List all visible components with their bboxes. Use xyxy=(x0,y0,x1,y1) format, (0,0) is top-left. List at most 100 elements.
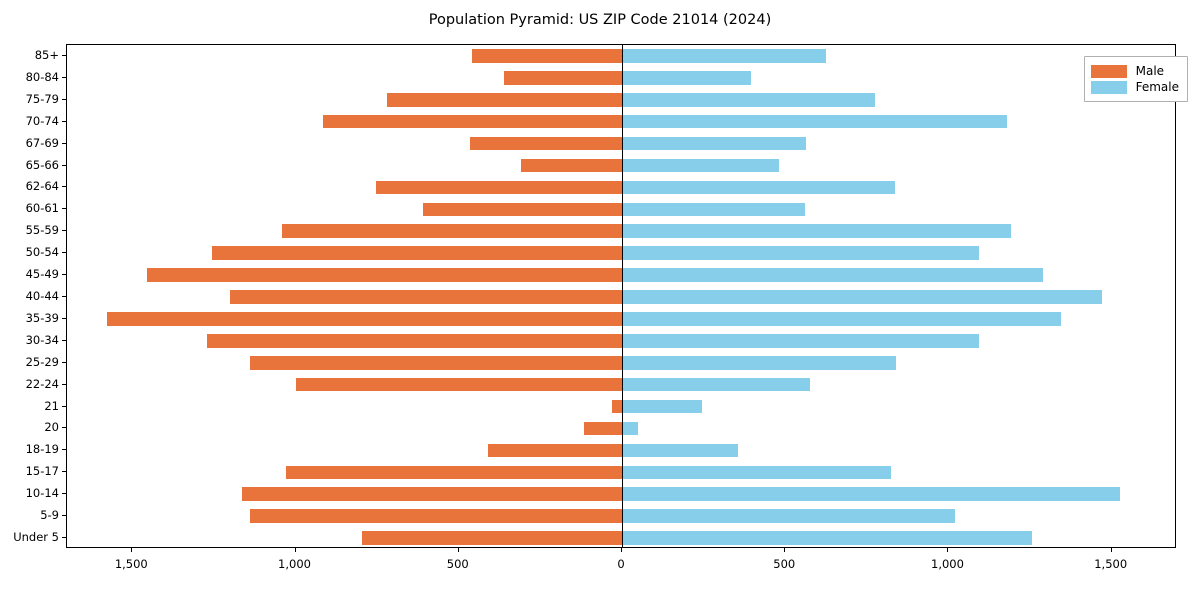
y-axis-tick xyxy=(62,164,66,166)
bar-male xyxy=(323,114,622,129)
x-axis-label: 500 xyxy=(773,557,796,571)
legend-label: Male xyxy=(1135,64,1165,78)
pyramid-row xyxy=(67,92,1175,107)
y-axis-label: 50-54 xyxy=(25,245,59,260)
pyramid-row xyxy=(67,443,1175,458)
y-axis-tick xyxy=(62,317,66,319)
y-axis-tick xyxy=(62,493,66,495)
pyramid-row xyxy=(67,180,1175,195)
y-axis-label: 85+ xyxy=(34,47,59,62)
bar-male xyxy=(282,224,622,239)
bar-male xyxy=(230,290,622,304)
bar-female xyxy=(622,202,805,217)
x-axis-label: 1,000 xyxy=(278,557,311,571)
bar-male xyxy=(612,399,622,414)
bar-female xyxy=(622,355,897,370)
y-axis-tick xyxy=(62,537,66,539)
y-axis-label: 65-66 xyxy=(25,157,59,172)
bar-female xyxy=(622,465,891,480)
y-axis-tick xyxy=(62,186,66,188)
y-axis-label: 60-61 xyxy=(25,201,59,216)
pyramid-row xyxy=(67,268,1175,282)
zero-axis-line xyxy=(622,45,624,547)
y-axis-label: 10-14 xyxy=(25,486,59,501)
y-axis-tick xyxy=(62,427,66,429)
bar-female xyxy=(622,509,955,523)
y-axis-label: 70-74 xyxy=(25,113,59,128)
pyramid-row xyxy=(67,136,1175,151)
y-axis-tick xyxy=(62,383,66,385)
bar-male xyxy=(584,421,622,436)
bar-male xyxy=(362,531,622,545)
y-axis-tick xyxy=(62,274,66,276)
pyramid-row xyxy=(67,421,1175,436)
legend-label: Female xyxy=(1135,80,1179,94)
y-axis-tick xyxy=(62,515,66,517)
y-axis-label: 22-24 xyxy=(25,376,59,391)
bar-male xyxy=(295,377,622,392)
pyramid-row xyxy=(67,202,1175,217)
chart-legend: Male Female xyxy=(1083,56,1188,102)
bar-male xyxy=(471,49,622,63)
bar-female xyxy=(622,421,638,436)
bar-male xyxy=(386,92,622,107)
bar-male xyxy=(249,355,622,370)
bar-female xyxy=(622,224,1011,239)
y-axis-tick xyxy=(62,405,66,407)
chart-title: Population Pyramid: US ZIP Code 21014 (2… xyxy=(428,12,772,28)
legend-entry[interactable]: Female xyxy=(1090,80,1179,94)
bar-male xyxy=(207,334,622,348)
y-axis-label: 45-49 xyxy=(25,267,59,282)
bar-female xyxy=(622,268,1044,282)
pyramid-row xyxy=(67,312,1175,326)
y-axis-label: 35-39 xyxy=(25,310,59,325)
y-axis-label: Under 5 xyxy=(13,530,59,545)
bar-female xyxy=(622,531,1032,545)
bar-female xyxy=(622,71,751,85)
bar-male xyxy=(241,487,622,501)
plot-area xyxy=(66,44,1176,548)
bar-female xyxy=(622,246,980,260)
bar-male xyxy=(212,246,622,260)
pyramid-row xyxy=(67,355,1175,370)
y-axis-label: 15-17 xyxy=(25,464,59,479)
y-axis-tick xyxy=(62,339,66,341)
bar-male xyxy=(249,509,622,523)
pyramid-row xyxy=(67,246,1175,260)
x-axis-tick xyxy=(1110,548,1112,552)
pyramid-row xyxy=(67,487,1175,501)
bar-female xyxy=(622,334,980,348)
y-axis-label: 75-79 xyxy=(25,91,59,106)
y-axis-tick xyxy=(62,76,66,78)
x-axis-tick xyxy=(294,548,296,552)
y-axis-label: 67-69 xyxy=(25,135,59,150)
plot-inner xyxy=(67,45,1175,547)
bar-female xyxy=(622,49,827,63)
pyramid-row xyxy=(67,399,1175,414)
bar-female xyxy=(622,377,810,392)
y-axis-tick xyxy=(62,230,66,232)
x-axis-tick xyxy=(621,548,622,552)
y-axis-label: 25-29 xyxy=(25,354,59,369)
pyramid-row xyxy=(67,334,1175,348)
bar-female xyxy=(622,114,1008,129)
y-axis-label: 62-64 xyxy=(25,179,59,194)
bar-female xyxy=(622,180,895,195)
pyramid-row xyxy=(67,224,1175,239)
y-axis-label: 5-9 xyxy=(40,508,59,523)
y-axis-label: 80-84 xyxy=(25,69,59,84)
bar-female xyxy=(622,312,1062,326)
pyramid-row xyxy=(67,509,1175,523)
x-axis-tick xyxy=(947,548,949,552)
bar-female xyxy=(622,290,1102,304)
bar-female xyxy=(622,92,875,107)
pyramid-row xyxy=(67,377,1175,392)
x-axis-tick xyxy=(784,548,786,552)
pyramid-row xyxy=(67,158,1175,173)
legend-entry[interactable]: Male xyxy=(1090,64,1179,78)
y-axis-label: 40-44 xyxy=(25,289,59,303)
y-axis-label: 20 xyxy=(44,420,59,435)
bar-female xyxy=(622,399,702,414)
y-axis-tick xyxy=(62,120,66,122)
